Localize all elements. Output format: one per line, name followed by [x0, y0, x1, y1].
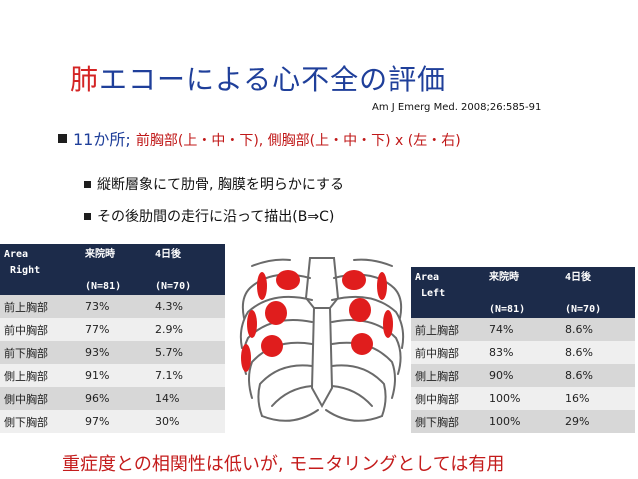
table-cell: 側中胸部: [0, 387, 81, 410]
table-cell: 8.6%: [561, 364, 635, 387]
table-header-cell: Area Right: [0, 244, 81, 295]
table-cell: 77%: [81, 318, 151, 341]
table-cell: 8.6%: [561, 318, 635, 341]
zone-marker: [342, 270, 366, 290]
table-right: Area Right 来院時 (N=81) 4日後 (N=70) 前上胸部 73% 4.…: [0, 244, 225, 433]
zone-marker: [351, 333, 373, 355]
title-part1: 肺: [70, 63, 100, 96]
table-cell: 前中胸部: [411, 341, 485, 364]
citation: Am J Emerg Med. 2008;26:585-91: [372, 102, 542, 113]
sub-bullet-square-icon: [84, 213, 91, 220]
table-cell: 97%: [81, 410, 151, 433]
table-cell: 5.7%: [151, 341, 225, 364]
table-cell: 100%: [485, 410, 561, 433]
table-cell: 側下胸部: [411, 410, 485, 433]
table-cell: 29%: [561, 410, 635, 433]
zone-marker: [276, 270, 300, 290]
table-row: 前下胸部 93% 5.7%: [0, 341, 225, 364]
table-header-cell: 来院時 (N=81): [485, 267, 561, 318]
table-header-cell: 4日後 (N=70): [151, 244, 225, 295]
table-header-cell: 来院時 (N=81): [81, 244, 151, 295]
table-cell: 7.1%: [151, 364, 225, 387]
table-cell: 側下胸部: [0, 410, 81, 433]
bottom-note: 重症度との相関性は低いが, モニタリングとしては有用: [62, 454, 505, 475]
table-row: 側下胸部 97% 30%: [0, 410, 225, 433]
table-row: 前上胸部 74% 8.6%: [411, 318, 635, 341]
table-row: 側上胸部 91% 7.1%: [0, 364, 225, 387]
table-cell: 側上胸部: [0, 364, 81, 387]
table-cell: 100%: [485, 387, 561, 410]
zone-marker: [261, 335, 283, 357]
table-cell: 14%: [151, 387, 225, 410]
table-cell: 前上胸部: [411, 318, 485, 341]
table-cell: 前中胸部: [0, 318, 81, 341]
slide-title: 肺エコーによる心不全の評価: [70, 58, 446, 98]
bullet-1-detail: 前胸部(上・中・下), 側胸部(上・中・下) x (左・右): [135, 133, 461, 149]
table-cell: 前下胸部: [0, 341, 81, 364]
table-cell: 83%: [485, 341, 561, 364]
table-row: 前上胸部 73% 4.3%: [0, 295, 225, 318]
table-cell: 73%: [81, 295, 151, 318]
bullet-square-icon: [58, 134, 67, 143]
table-cell: 30%: [151, 410, 225, 433]
table-cell: 側中胸部: [411, 387, 485, 410]
table-header-row: Area Left 来院時 (N=81) 4日後 (N=70): [411, 267, 635, 318]
table-row: 側上胸部 90% 8.6%: [411, 364, 635, 387]
bullet-2: 縦断層象にて肋骨, 胸膜を明らかにする: [97, 177, 345, 193]
table-cell: 2.9%: [151, 318, 225, 341]
table-row: 前中胸部 83% 8.6%: [411, 341, 635, 364]
zone-marker: [377, 272, 387, 300]
zone-marker: [257, 272, 267, 300]
table-cell: 側上胸部: [411, 364, 485, 387]
zone-marker: [383, 310, 393, 338]
zone-marker: [241, 344, 251, 372]
title-part2: エコーによる心不全の評価: [99, 63, 447, 96]
bullet-1: 11か所; 前胸部(上・中・下), 側胸部(上・中・下) x (左・右): [73, 126, 461, 150]
table-cell: 91%: [81, 364, 151, 387]
table-cell: 4.3%: [151, 295, 225, 318]
table-cell: 8.6%: [561, 341, 635, 364]
table-row: 前中胸部 77% 2.9%: [0, 318, 225, 341]
table-left: Area Left 来院時 (N=81) 4日後 (N=70) 前上胸部 74% 8.6…: [411, 267, 635, 433]
table-header-cell: Area Left: [411, 267, 485, 318]
table-row: 側中胸部 100% 16%: [411, 387, 635, 410]
bullet-1-main: 11か所;: [73, 130, 131, 149]
table-cell: 96%: [81, 387, 151, 410]
measurement-points: [241, 270, 393, 372]
zone-marker: [247, 310, 257, 338]
table-header-row: Area Right 来院時 (N=81) 4日後 (N=70): [0, 244, 225, 295]
table-cell: 前上胸部: [0, 295, 81, 318]
table-row: 側中胸部 96% 14%: [0, 387, 225, 410]
zone-marker: [349, 298, 371, 322]
chest-diagram: [239, 257, 405, 422]
table-row: 側下胸部 100% 29%: [411, 410, 635, 433]
table-cell: 90%: [485, 364, 561, 387]
bullet-3: その後肋間の走行に沿って描出(B⇒C): [97, 209, 335, 225]
table-cell: 74%: [485, 318, 561, 341]
zone-marker: [265, 301, 287, 325]
sub-bullet-square-icon: [84, 181, 91, 188]
table-cell: 16%: [561, 387, 635, 410]
table-header-cell: 4日後 (N=70): [561, 267, 635, 318]
table-cell: 93%: [81, 341, 151, 364]
